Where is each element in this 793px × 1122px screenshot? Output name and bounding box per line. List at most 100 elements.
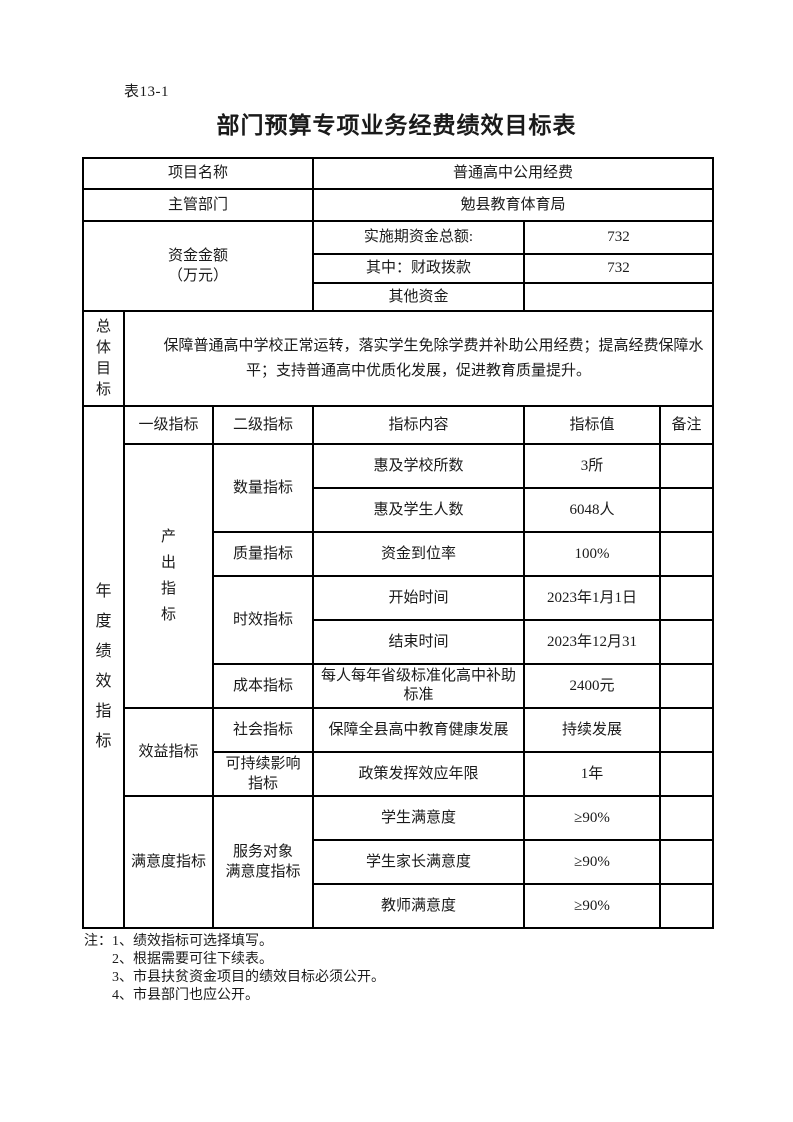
indicator-value-cell: 2023年12月31 [523,619,661,665]
indicator-row: 惠及学生人数 6048人 [83,487,714,533]
fund-total-value-cell: 732 [523,220,714,255]
note-item: 1、绩效指标可选择填写。 [112,934,273,949]
performance-target-table: 项目名称 普通高中公用经费 主管部门 勉县教育体育局 资金金额 （万元） 实施期… [82,157,714,929]
header-content-cell: 指标内容 [312,405,525,445]
fund-total-label-cell: 实施期资金总额: [312,220,525,255]
fund-other-row: 其他资金 [83,282,714,312]
overall-goal-label-cell: 总体目标 [82,310,125,407]
remark-cell [659,575,714,621]
department-value-cell: 勉县教育体育局 [312,188,714,222]
indicator-row: 结束时间 2023年12月31 [83,619,714,665]
indicator-row: 学生家长满意度 ≥90% [83,839,714,885]
header-remark-cell: 备注 [659,405,714,445]
remark-cell [659,883,714,929]
indicator-content-cell: 资金到位率 [312,531,525,577]
overall-goal-row: 总体目标 保障普通高中学校正常运转，落实学生免除学费并补助公用经费；提高经费保障… [82,310,714,407]
indicator-value-cell: 3所 [523,443,661,489]
department-label-cell: 主管部门 [82,188,314,222]
indicator-value-cell: 1年 [523,751,661,797]
social-indicator-cell: 社会指标 [212,707,314,753]
fund-fiscal-row: 其中：财政拨款 732 [83,253,714,284]
indicator-content-cell: 结束时间 [312,619,525,665]
indicator-content-cell: 政策发挥效应年限 [312,751,525,797]
overall-goal-label: 总体目标 [95,318,111,398]
service-target-indicator-cell: 服务对象 满意度指标 [212,795,314,929]
notes: 注： 1、绩效指标可选择填写。 2、根据需要可往下续表。 3、市县扶贫资金项目的… [84,933,385,1005]
satisfaction-indicator-cell: 满意度指标 [123,795,214,929]
table-label: 表13-1 [124,84,169,100]
indicator-content-cell: 学生家长满意度 [312,839,525,885]
remark-cell [659,839,714,885]
fund-amount-label-line1: 资金金额 [167,248,228,264]
project-name-label-cell: 项目名称 [82,157,314,190]
fund-other-label-cell: 其他资金 [312,282,525,312]
indicator-row: 时效指标 开始时间 2023年1月1日 [83,575,714,665]
remark-cell [659,663,714,709]
indicator-content-cell: 开始时间 [312,575,525,621]
quantity-indicator-cell: 数量指标 [212,443,314,533]
output-indicator-cell: 产出指标 [123,443,214,709]
remark-cell [659,751,714,797]
cost-indicator-cell: 成本指标 [212,663,314,709]
notes-prefix: 注： [84,934,112,949]
indicator-value-cell: 100% [523,531,661,577]
indicator-content-cell: 惠及学校所数 [312,443,525,489]
service-target-indicator-line1: 服务对象 [232,844,293,860]
sustainability-indicator-line1: 可持续影响 [225,756,301,772]
remark-cell [659,443,714,489]
overall-goal-text-cell: 保障普通高中学校正常运转，落实学生免除学费并补助公用经费；提高经费保障水平；支持… [123,310,714,407]
indicator-value-cell: ≥90% [523,795,661,841]
remark-cell [659,619,714,665]
project-name-value-cell: 普通高中公用经费 [312,157,714,190]
note-item: 4、市县部门也应公开。 [112,988,259,1003]
indicator-content-cell: 每人每年省级标准化高中补助标准 [312,663,525,709]
indicator-value-cell: 6048人 [523,487,661,533]
indicator-row: 满意度指标 服务对象 满意度指标 学生满意度 ≥90% [83,795,714,929]
header-level2-cell: 二级指标 [212,405,314,445]
sustainability-indicator-cell: 可持续影响 指标 [212,751,314,797]
indicator-value-cell: 2400元 [523,663,661,709]
note-item: 3、市县扶贫资金项目的绩效目标必须公开。 [112,970,385,985]
indicator-content-cell: 教师满意度 [312,883,525,929]
indicator-header-row: 年度绩效指标 一级指标 二级指标 指标内容 指标值 备注 [82,405,714,929]
indicator-row: 效益指标 社会指标 保障全县高中教育健康发展 持续发展 [83,707,714,797]
benefit-indicator-cell: 效益指标 [123,707,214,797]
remark-cell [659,707,714,753]
overall-goal-text: 保障普通高中学校正常运转，落实学生免除学费并补助公用经费；提高经费保障水平；支持… [163,337,704,379]
indicator-row: 教师满意度 ≥90% [83,883,714,929]
note-item: 2、根据需要可往下续表。 [112,952,273,967]
indicator-value-cell: 持续发展 [523,707,661,753]
department-row: 主管部门 勉县教育体育局 [82,188,714,222]
fund-amount-label-line2: （万元） [167,268,228,284]
output-indicator-label: 产出指标 [160,529,176,623]
indicator-row: 可持续影响 指标 政策发挥效应年限 1年 [83,751,714,797]
timeliness-indicator-cell: 时效指标 [212,575,314,665]
indicator-content-cell: 保障全县高中教育健康发展 [312,707,525,753]
fund-fiscal-label-cell: 其中：财政拨款 [312,253,525,284]
indicator-value-cell: 2023年1月1日 [523,575,661,621]
header-level1-cell: 一级指标 [123,405,214,445]
indicator-value-cell: ≥90% [523,839,661,885]
indicator-row: 质量指标 资金到位率 100% [83,531,714,577]
project-name-row: 项目名称 普通高中公用经费 [82,157,714,190]
fund-total-row: 资金金额 （万元） 实施期资金总额: 732 [82,220,714,312]
quality-indicator-cell: 质量指标 [212,531,314,577]
header-value-cell: 指标值 [523,405,661,445]
notes-items: 1、绩效指标可选择填写。 2、根据需要可往下续表。 3、市县扶贫资金项目的绩效目… [112,933,385,1005]
indicator-value-cell: ≥90% [523,883,661,929]
service-target-indicator-line2: 满意度指标 [225,864,301,880]
document-title: 部门预算专项业务经费绩效目标表 [216,112,577,138]
indicator-row: 成本指标 每人每年省级标准化高中补助标准 2400元 [83,663,714,709]
indicator-content-cell: 学生满意度 [312,795,525,841]
fund-fiscal-value-cell: 732 [523,253,714,284]
remark-cell [659,795,714,841]
fund-amount-label-cell: 资金金额 （万元） [82,220,314,312]
annual-indicators-label: 年度绩效指标 [95,583,112,750]
annual-indicators-label-cell: 年度绩效指标 [82,405,125,929]
fund-other-value-cell [523,282,714,312]
remark-cell [659,531,714,577]
indicator-row: 产出指标 数量指标 惠及学校所数 3所 [83,443,714,709]
remark-cell [659,487,714,533]
indicator-content-cell: 惠及学生人数 [312,487,525,533]
